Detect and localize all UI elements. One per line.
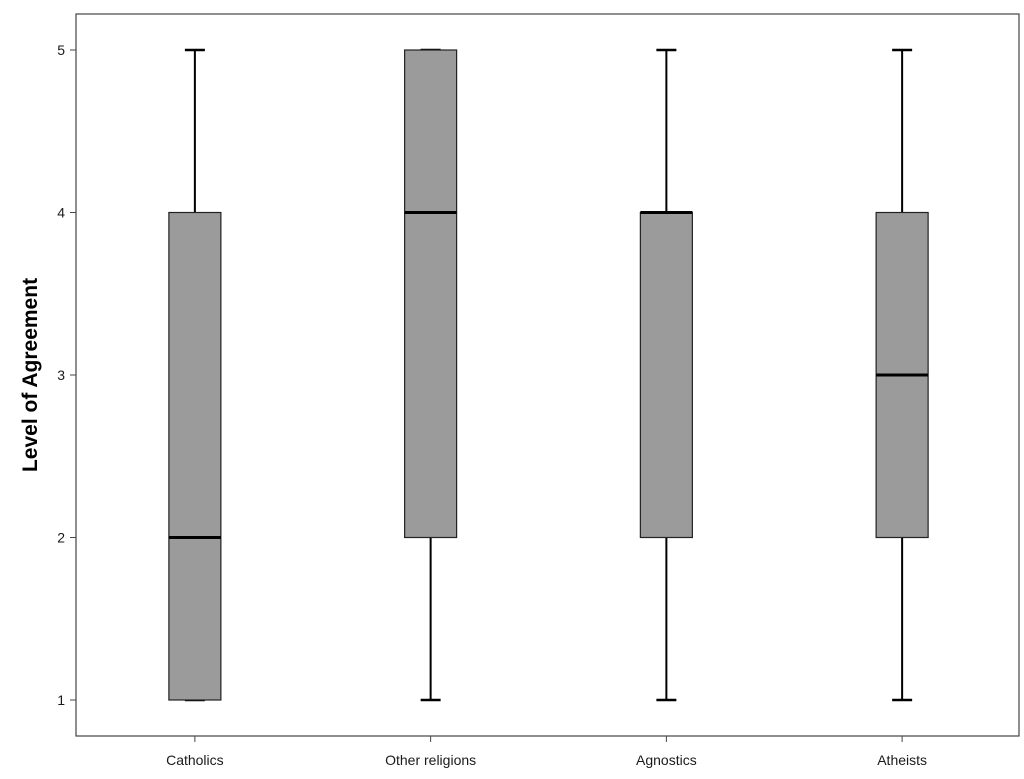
y-tick-label: 5 xyxy=(57,42,65,58)
y-tick-label: 3 xyxy=(57,367,65,383)
box-agnostics xyxy=(639,48,693,702)
box-other-religions xyxy=(404,48,458,702)
box-body xyxy=(168,211,222,701)
box-body xyxy=(404,49,458,539)
y-axis: 1 2 3 4 5 xyxy=(57,42,76,708)
x-tick-label: Atheists xyxy=(877,752,927,768)
x-tick-label: Other religions xyxy=(385,752,476,768)
y-tick-label: 2 xyxy=(57,530,65,546)
box-atheists xyxy=(875,48,929,702)
x-axis: Catholics Other religions Agnostics Atheist… xyxy=(166,736,927,768)
y-axis-title: Level of Agreement xyxy=(19,278,42,472)
y-tick-label: 1 xyxy=(57,692,65,708)
box-body xyxy=(639,211,693,539)
boxes-layer xyxy=(168,48,929,702)
box-catholics xyxy=(168,48,222,702)
y-tick-label: 4 xyxy=(57,205,65,221)
plot-frame xyxy=(75,13,1020,737)
x-tick-label: Agnostics xyxy=(636,752,697,768)
x-tick-label: Catholics xyxy=(166,752,224,768)
